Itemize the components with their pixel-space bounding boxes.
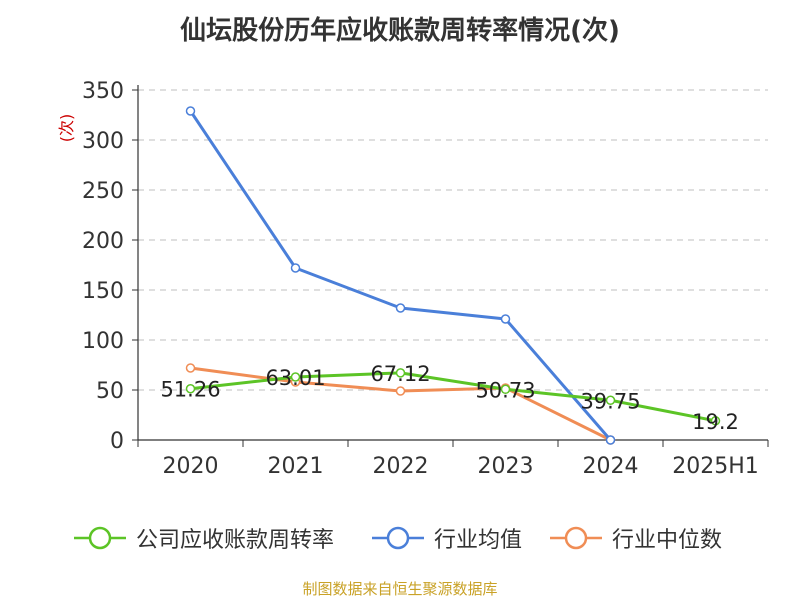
- data-point: [185, 363, 196, 373]
- data-label: 39.75: [580, 389, 640, 413]
- legend-item[interactable]: 行业中位数: [548, 518, 722, 558]
- data-point: [605, 395, 616, 405]
- legend-item[interactable]: 行业均值: [370, 518, 522, 558]
- data-point: [605, 435, 616, 445]
- legend-marker-icon: [372, 526, 424, 550]
- data-point: [290, 372, 301, 382]
- data-label: 19.2: [692, 410, 739, 434]
- source-note: 制图数据来自恒生聚源数据库: [302, 580, 498, 598]
- chart-title: 仙坛股份历年应收账款周转率情况(次): [180, 16, 620, 46]
- legend-label: 行业中位数: [612, 528, 723, 553]
- y-tick-label: 300: [82, 129, 124, 154]
- data-point: [500, 314, 511, 324]
- y-tick-label: 150: [82, 279, 124, 304]
- x-tick-label: 2025H1: [672, 454, 759, 479]
- legend-marker-icon: [74, 526, 126, 550]
- data-point: [185, 106, 196, 116]
- data-label: 50.73: [475, 378, 535, 402]
- legend-label: 行业均值: [434, 528, 523, 553]
- data-label: 67.12: [370, 362, 430, 386]
- legend: 公司应收账款周转率 行业均值 行业中位数: [0, 518, 800, 558]
- y-tick-label: 0: [110, 429, 124, 454]
- x-tick-label: 2020: [163, 454, 219, 479]
- y-axis-label: (次): [57, 114, 76, 143]
- x-tick-label: 2021: [268, 454, 324, 479]
- y-tick-label: 250: [82, 179, 124, 204]
- x-tick-label: 2024: [583, 454, 639, 479]
- legend-marker-icon: [550, 526, 602, 550]
- data-point: [710, 416, 721, 426]
- y-tick-label: 50: [96, 379, 124, 404]
- x-tick-label: 2023: [478, 454, 534, 479]
- legend-label: 公司应收账款周转率: [136, 528, 335, 553]
- data-point: [395, 303, 406, 313]
- data-point: [290, 263, 301, 273]
- data-point: [395, 368, 406, 378]
- y-tick-label: 350: [82, 79, 124, 104]
- legend-item[interactable]: 公司应收账款周转率: [72, 518, 334, 558]
- data-point: [185, 383, 196, 394]
- x-tick-label: 2022: [373, 454, 429, 479]
- data-point: [500, 384, 511, 395]
- data-label: 51.26: [160, 378, 220, 402]
- data-point: [395, 386, 406, 396]
- y-tick-label: 100: [82, 329, 124, 354]
- y-tick-label: 200: [82, 229, 124, 254]
- series-line: [190, 371, 716, 423]
- data-label: 63.01: [265, 366, 325, 390]
